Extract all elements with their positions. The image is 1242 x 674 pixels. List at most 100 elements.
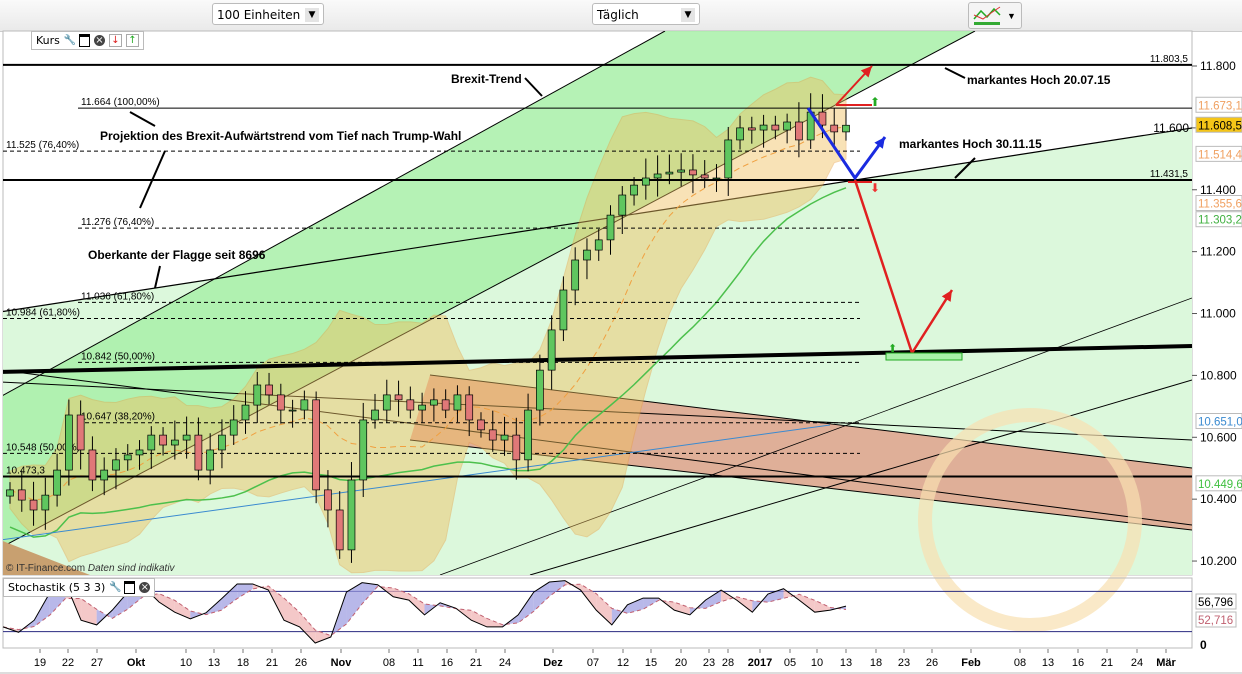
price-tag-label: 11.303,2: [1198, 215, 1242, 227]
candle-body: [406, 399, 415, 411]
x-tick-label: 21: [1101, 657, 1113, 669]
stoch-fill: [34, 592, 50, 627]
x-tick-label: 13: [1042, 657, 1054, 669]
candle-body: [123, 454, 132, 461]
candle-body: [312, 399, 320, 491]
candle-body: [88, 449, 97, 481]
copyright: © IT-Finance.com Daten sind indikativ: [6, 563, 175, 574]
candle-body: [324, 489, 332, 511]
price-tag-label: 11.514,4: [1198, 149, 1242, 161]
x-tick-label: 23: [898, 657, 910, 669]
level-label: 11.276 (76,40%): [81, 217, 154, 228]
down-channel: [410, 375, 1192, 530]
blue-scenario-arrow-head: [874, 137, 885, 149]
candle-body: [547, 329, 556, 371]
price-tag: [1195, 116, 1242, 133]
move-down-icon[interactable]: ↓: [108, 34, 122, 47]
candle-body: [182, 434, 191, 441]
y-tick-label: 11.400: [1200, 183, 1236, 197]
x-tick-label: Mär: [1156, 657, 1176, 669]
candle-body: [594, 239, 603, 251]
level-label: 11.431,5: [1150, 169, 1189, 180]
candle-body: [559, 289, 568, 331]
stoch-panel-label: Stochastik (5 3 3) 🔧 ×: [3, 578, 156, 597]
stoch-fill: [159, 593, 175, 613]
stoch-fill: [736, 596, 753, 613]
moving-average-green: [9, 187, 847, 538]
candle-body: [335, 509, 344, 551]
candle-body: [53, 469, 61, 496]
candle-body: [571, 259, 580, 291]
candle-body: [630, 184, 638, 196]
indicator-menu-button[interactable]: ▼: [968, 2, 1022, 29]
units-value: 100 Einheiten: [217, 8, 301, 22]
stoch-fill: [705, 590, 722, 609]
close-icon[interactable]: ×: [139, 582, 151, 593]
stoch-fill: [799, 594, 815, 613]
candle-body: [736, 127, 744, 141]
stoch-tick-label: 0: [1200, 638, 1207, 652]
candle-body: [135, 449, 144, 456]
window-icon[interactable]: [78, 34, 90, 47]
main-panel-label: Kurs 🔧 × ↓ ↑: [31, 31, 144, 50]
x-tick-label: 12: [617, 657, 629, 669]
annotation-projection: Projektion des Brexit-Aufwärtstrend vom …: [100, 129, 461, 143]
stoch-fill: [674, 602, 690, 615]
stoch-fill: [315, 630, 331, 643]
candle-body: [206, 449, 215, 471]
x-tick-label: Dez: [543, 657, 563, 669]
target-zone: [885, 352, 963, 361]
level-label: 10.842 (50,00%): [81, 351, 155, 362]
x-tick-label: 16: [1072, 657, 1084, 669]
stoch-tag: [1195, 593, 1237, 610]
annotation-arrow: [954, 157, 976, 179]
candle-body: [6, 489, 14, 497]
stoch-fill: [643, 598, 659, 610]
candle-body: [147, 434, 156, 451]
candle-body: [41, 494, 50, 511]
y-tick-label: 10.400: [1200, 492, 1237, 506]
stoch-fill: [580, 584, 597, 611]
candle-body: [747, 127, 756, 131]
down-channel-bottom: [409, 439, 1192, 531]
level-label: 11.525 (76,40%): [6, 140, 79, 151]
moving-average-blue: [3, 424, 831, 541]
interval-value: Täglich: [597, 8, 639, 22]
candle-body: [394, 394, 403, 401]
stoch-tag-label: 52,716: [1198, 615, 1233, 627]
stoch-fill: [237, 584, 253, 599]
y-tick-label: 10.600: [1200, 430, 1237, 444]
units-select[interactable]: 100 Einheiten ▼: [212, 3, 324, 25]
main-plot-layer: 11.803,5 11.664 (100,00%) 11.525 (76,40%) 1…: [3, 31, 1192, 575]
chevron-down-icon: ▼: [305, 8, 319, 22]
x-tick-label: 07: [587, 657, 599, 669]
level-label: 11.803,5: [1150, 54, 1189, 65]
annotation-high-2015-07: markantes Hoch 20.07.15: [967, 73, 1111, 87]
candle-body: [112, 459, 120, 471]
flag-top-line: [3, 127, 1192, 313]
red-down-arrow-icon: ⬇: [870, 181, 880, 195]
price-tag-label: 10.449,6: [1198, 479, 1242, 491]
level-label: 11.664 (100,00%): [81, 97, 160, 108]
wrench-icon[interactable]: 🔧: [63, 35, 77, 46]
candle-body: [347, 479, 356, 551]
x-tick-label: 05: [784, 657, 796, 669]
wrench-icon[interactable]: 🔧: [109, 582, 122, 593]
candle-body: [359, 419, 368, 481]
x-tick-label: 20: [675, 657, 687, 669]
interval-select[interactable]: Täglich ▼: [592, 3, 700, 25]
stoch-fill: [112, 592, 128, 619]
window-icon[interactable]: [124, 581, 136, 594]
candle-body: [288, 409, 297, 412]
price-tag: [1195, 211, 1242, 228]
y-tick-label: 10.800: [1200, 368, 1237, 382]
annotation-arrow: [524, 77, 543, 97]
y-tick-label: 11.600: [1153, 121, 1189, 135]
brexit-channel-upper: [3, 31, 666, 396]
move-up-icon[interactable]: ↑: [125, 34, 139, 47]
stoch-fill: [346, 582, 363, 625]
candle-body: [218, 434, 226, 451]
close-icon[interactable]: ×: [93, 35, 105, 46]
annotation-arrow: [129, 111, 156, 127]
